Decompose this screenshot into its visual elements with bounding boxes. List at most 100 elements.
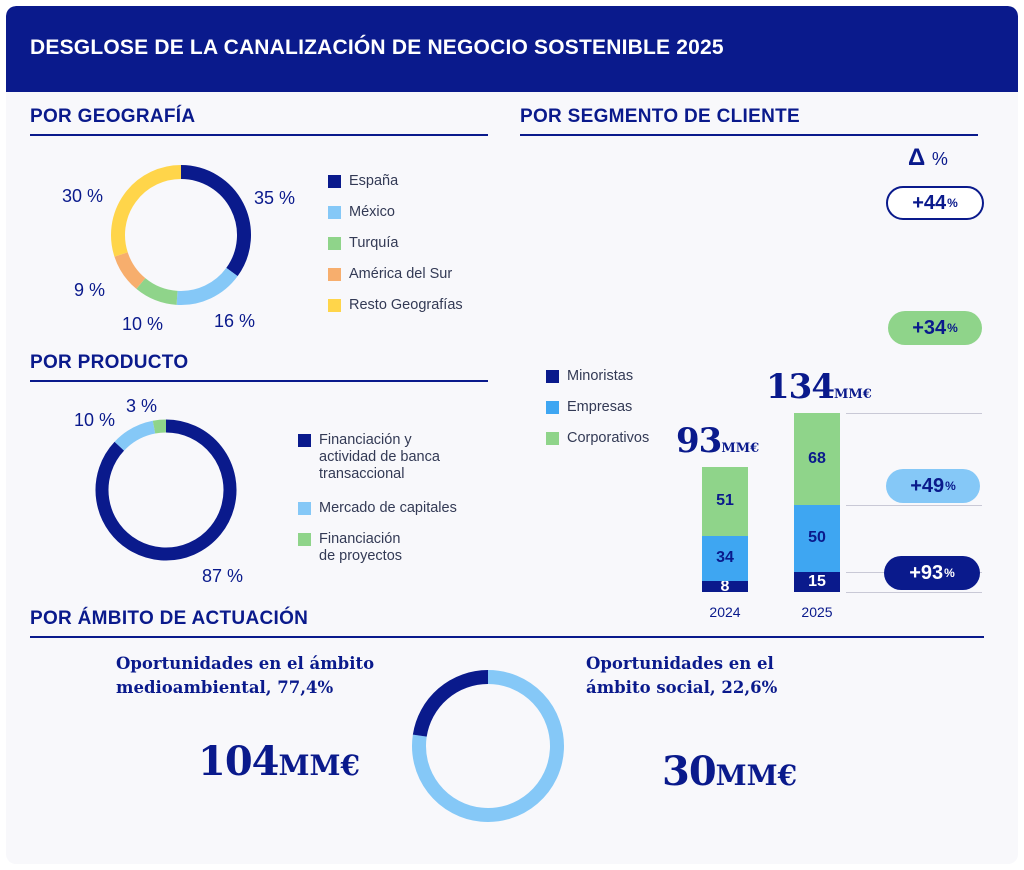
guide-line [846,504,982,506]
segmento-legend-swatch [546,370,559,383]
producto-legend-swatch [298,533,311,546]
producto-label-2: 10 % [74,410,116,430]
bar-value-corporativos-2024: 51 [716,492,734,510]
geografia-slice-5 [111,165,182,257]
producto-legend-item: Financiación de proyectos [298,531,402,565]
segmento-legend-label: Empresas [567,399,633,415]
segmento-legend-item: Corporativos [546,430,649,447]
producto-legend-item: Financiación y actividad de banca transacc… [298,432,440,483]
soc-value: 30MM€ [662,748,797,795]
delta-pill-empresas: +49% [886,469,980,503]
geografia-legend-swatch [328,237,341,250]
bar-value-corporativos-2025: 68 [808,449,826,467]
soc-label-line1: Oportunidades en el [586,654,774,673]
delta-pill-corporativos: +34% [888,311,982,345]
segmento-legend-swatch [546,401,559,414]
producto-rule [30,380,488,382]
bar-minoristas-2024 [702,581,748,592]
producto-slice-1 [95,419,237,561]
geografia-legend-label: Turquía [349,235,399,251]
ambito-slice-1 [412,670,564,822]
producto-legend-swatch [298,502,311,515]
producto-legend-label: Financiación de proyectos [319,531,403,564]
geografia-legend-label: América del Sur [349,266,453,282]
geografia-slice-4 [114,252,146,289]
infographic-panel: DESGLOSE DE LA CANALIZACIÓN DE NEGOCIO S… [6,6,1018,864]
soc-value-unit: MM€ [715,759,798,792]
bar-corporativos-2025 [794,413,840,505]
geografia-label-3: 10 % [122,314,164,334]
bar-value-minoristas-2025: 15 [808,572,826,590]
geografia-slice-3 [136,277,178,305]
geografia-label-4: 9 % [74,280,106,300]
producto-legend-swatch [298,434,311,447]
bar-value-empresas-2025: 50 [808,529,826,547]
producto-label-1: 87 % [202,566,244,586]
env-label-line2: medioambiental, 77,4% [116,678,334,697]
bar-value-minoristas-2024: 8 [720,577,730,595]
segmento-title: POR SEGMENTO DE CLIENTE [520,106,800,127]
total-label-2024: 93MM€ [676,420,760,461]
geografia-legend-item: México [328,204,395,221]
producto-legend-item: Mercado de capitales [298,500,457,517]
segmento-legend-label: Minoristas [567,368,634,384]
ambito-title: POR ÁMBITO DE ACTUACIÓN [30,608,309,629]
producto-slice-3 [152,419,167,434]
year-label-2025: 2025 [801,604,833,620]
segmento-legend-item: Minoristas [546,368,633,385]
guide-line [846,413,982,415]
geografia-legend-label: México [349,204,395,220]
geografia-title: POR GEOGRAFÍA [30,106,196,127]
env-value-unit: MM€ [278,749,360,782]
delta-title: Δ % [908,144,948,172]
geografia-legend-item: España [328,173,398,190]
producto-legend-label: Financiación y actividad de banca transacc… [319,432,440,482]
total-label-2025: 134MM€ [766,367,872,408]
geografia-legend-label: Resto Geografías [349,297,463,313]
ambito-slice-2 [412,670,489,737]
delta-unit: % [931,149,948,169]
geografia-legend-label: España [349,173,399,189]
geografia-slice-2 [176,267,238,305]
geografia-label-5: 30 % [62,186,104,206]
geografia-legend-item: Resto Geografías [328,297,463,314]
geografia-legend-item: Turquía [328,235,398,252]
soc-label: Oportunidades en el ámbito social, 22,6% [586,652,777,700]
soc-label-line2: ámbito social, 22,6% [586,678,778,697]
geografia-label-2: 16 % [214,311,256,331]
bar-empresas-2025 [794,504,840,572]
producto-title: POR PRODUCTO [30,352,189,373]
page-title: DESGLOSE DE LA CANALIZACIÓN DE NEGOCIO S… [30,36,724,59]
producto-label-3: 3 % [126,396,158,416]
bar-minoristas-2025 [794,571,840,592]
header-bar: DESGLOSE DE LA CANALIZACIÓN DE NEGOCIO S… [6,6,1018,92]
ambito-rule [30,636,984,638]
geografia-legend-item: América del Sur [328,266,452,283]
env-value: 104MM€ [198,738,360,785]
bar-corporativos-2024 [702,466,748,536]
geografia-rule [30,134,488,136]
producto-legend-label: Mercado de capitales [319,500,457,516]
geografia-slice-1 [180,165,251,277]
segmento-legend-label: Corporativos [567,430,650,446]
geografia-legend-swatch [328,268,341,281]
delta-pill-total: +44% [886,186,984,220]
geografia-donut-chart [95,165,564,822]
segmento-legend-item: Empresas [546,399,632,416]
geografia-legend-swatch [328,175,341,188]
producto-slice-2 [114,420,156,451]
segmento-legend-swatch [546,432,559,445]
delta-pill-minoristas: +93% [884,556,980,590]
guide-line [846,592,982,593]
geografia-legend-swatch [328,206,341,219]
bar-empresas-2024 [702,535,748,582]
delta-symbol: Δ [908,144,926,171]
env-label-line1: Oportunidades en el ámbito [116,654,375,673]
soc-value-number: 30 [662,748,717,795]
env-value-number: 104 [198,738,279,785]
geografia-legend-swatch [328,299,341,312]
year-label-2024: 2024 [709,604,741,620]
bar-value-empresas-2024: 34 [716,549,734,567]
geografia-label-1: 35 % [254,188,296,208]
env-label: Oportunidades en el ámbito medioambienta… [116,652,374,700]
